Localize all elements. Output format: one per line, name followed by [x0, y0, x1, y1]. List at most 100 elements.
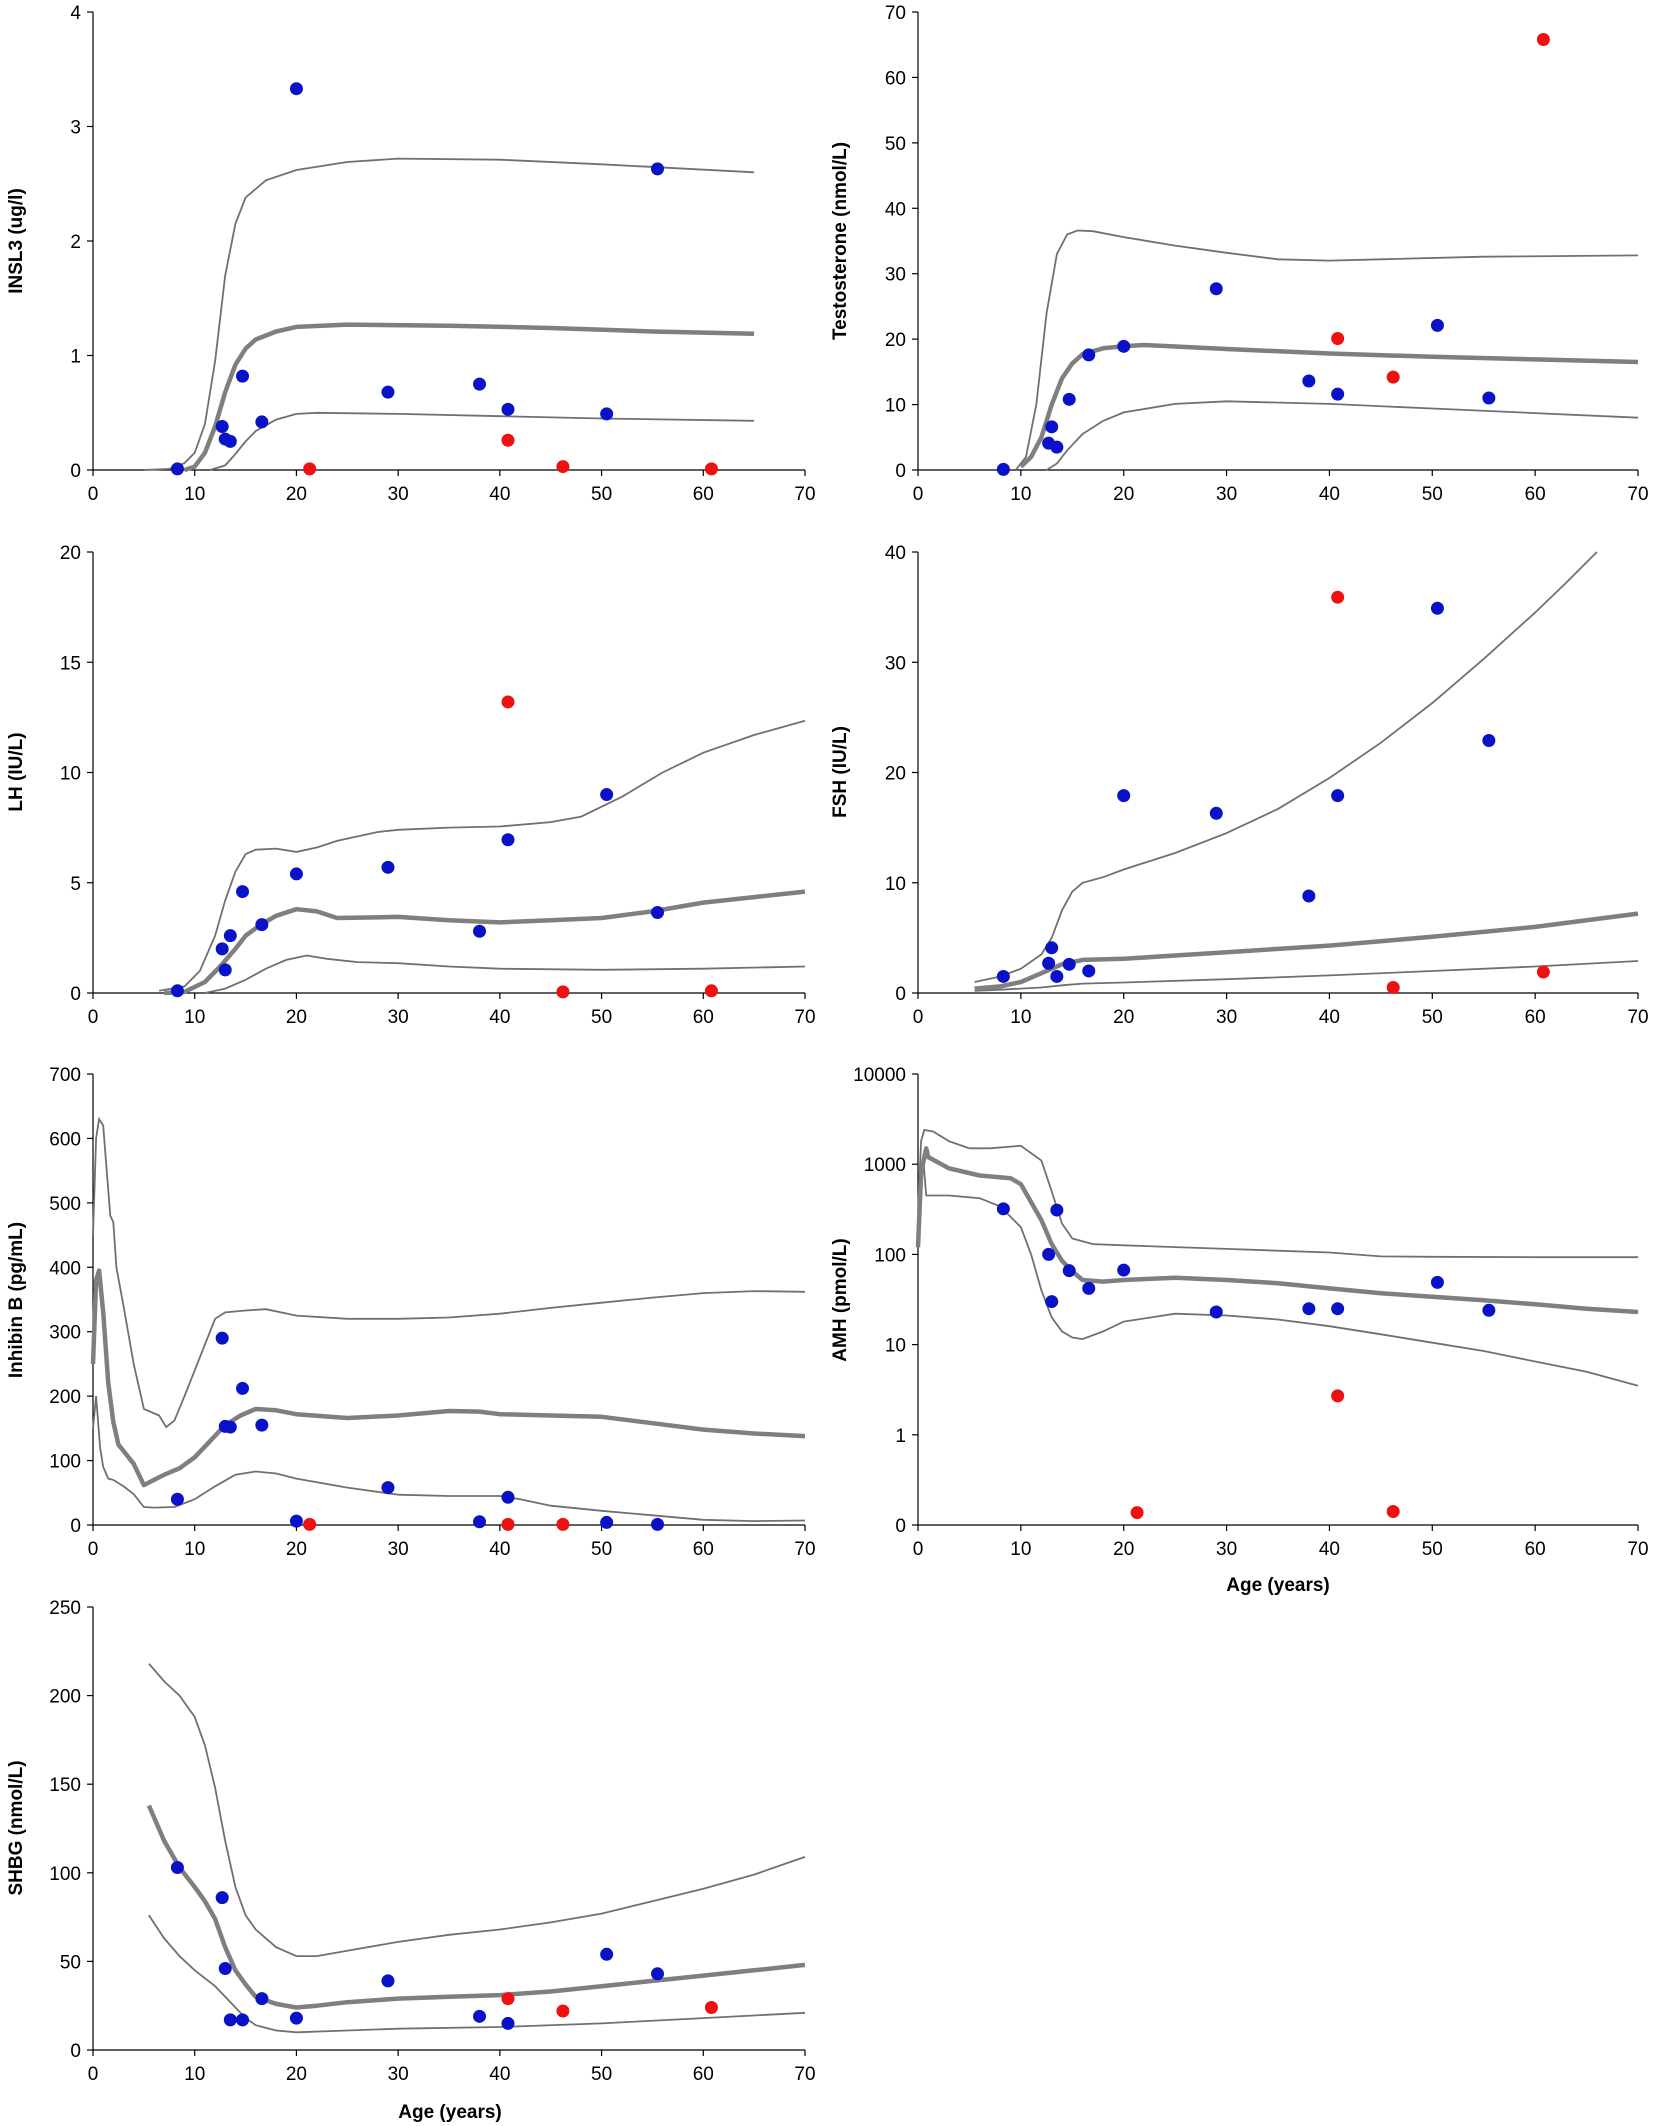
testosterone-y-tick-label: 20 — [885, 330, 906, 351]
lh-blue-point — [223, 929, 237, 943]
shbg-y-tick-label: 150 — [49, 1775, 81, 1796]
lh-blue-point — [255, 918, 269, 932]
shbg-x-tick-label: 70 — [794, 2064, 815, 2085]
fsh-x-tick-label: 10 — [1010, 1007, 1031, 1028]
fsh-y-axis-label: FSH (IU/L) — [830, 726, 851, 818]
shbg-x-tick-label: 60 — [693, 2064, 714, 2085]
fsh-y-tick-label: 0 — [895, 984, 906, 1005]
fsh-blue-point — [1209, 806, 1223, 820]
fsh-x-tick-label: 50 — [1422, 1007, 1443, 1028]
lh-blue-point — [218, 963, 232, 977]
lh-blue-point — [381, 860, 395, 874]
fsh-upper-reference-curve — [974, 551, 1598, 983]
shbg-blue-point — [501, 2016, 515, 2030]
insl3-y-tick-label: 4 — [70, 3, 81, 24]
testosterone-upper-reference-curve — [1014, 229, 1639, 471]
lh-blue-point — [215, 942, 229, 956]
testosterone-blue-point — [1331, 387, 1345, 401]
insl3-blue-point — [223, 434, 237, 448]
insl3-y-axis-label: INSL3 (ug/l) — [6, 188, 27, 294]
lh-x-tick-label: 60 — [693, 1007, 714, 1028]
insl3-x-tick-label: 60 — [693, 484, 714, 505]
amh-blue-point — [1482, 1303, 1496, 1317]
inhibinb-blue-point — [170, 1492, 184, 1506]
amh-y-axis-label: AMH (pmol/L) — [830, 1238, 851, 1361]
testosterone-x-tick-label: 30 — [1216, 484, 1237, 505]
inhibinb-blue-point — [473, 1515, 487, 1529]
inhibinb-y-tick-label: 700 — [49, 1065, 81, 1086]
testosterone-red-point — [1536, 32, 1550, 46]
inhibinb-y-tick-label: 200 — [49, 1387, 81, 1408]
inhibinb-blue-point — [501, 1490, 515, 1504]
inhibinb-blue-point — [381, 1481, 395, 1495]
chart-fsh: FSH (IU/L) 0 10 20 30 40 0 10 20 30 40 50 60 70 — [830, 543, 1649, 1028]
shbg-blue-point — [473, 2009, 487, 2023]
inhibinb-x-tick-label: 70 — [794, 1539, 815, 1560]
testosterone-x-tick-label: 20 — [1113, 484, 1134, 505]
insl3-blue-point — [381, 385, 395, 399]
amh-x-tick-label: 30 — [1216, 1539, 1237, 1560]
amh-lower-reference-curve — [917, 1157, 1639, 1387]
inhibinb-blue-point — [215, 1331, 229, 1345]
amh-y-tick-label: 10000 — [853, 1065, 906, 1086]
fsh-median-curve — [974, 911, 1639, 991]
fsh-red-point — [1331, 590, 1345, 604]
amh-blue-point — [1042, 1247, 1056, 1261]
testosterone-blue-point — [1117, 339, 1131, 353]
fsh-y-tick-label: 10 — [885, 874, 906, 895]
inhibinb-x-tick-label: 20 — [286, 1539, 307, 1560]
insl3-y-tick-label: 1 — [70, 347, 81, 368]
amh-blue-point — [1045, 1295, 1059, 1309]
amh-blue-point — [1050, 1203, 1064, 1217]
fsh-blue-point — [1050, 969, 1064, 983]
lh-red-point — [556, 985, 570, 999]
insl3-x-tick-label: 10 — [184, 484, 205, 505]
amh-blue-point — [1331, 1302, 1345, 1316]
shbg-y-axis-label: SHBG (nmol/L) — [6, 1760, 27, 1895]
shbg-blue-point — [218, 1961, 232, 1975]
amh-x-tick-label: 50 — [1422, 1539, 1443, 1560]
amh-x-tick-label: 0 — [913, 1539, 924, 1560]
shbg-red-point — [556, 2004, 570, 2018]
insl3-y-tick-label: 2 — [70, 232, 81, 253]
fsh-blue-point — [1062, 957, 1076, 971]
inhibinb-y-tick-label: 600 — [49, 1129, 81, 1150]
inhibin-b-y-axis-label: Inhibin B (pg/mL) — [6, 1222, 27, 1378]
testosterone-y-tick-label: 10 — [885, 396, 906, 417]
shbg-blue-point — [223, 2013, 237, 2027]
fsh-x-tick-label: 40 — [1319, 1007, 1340, 1028]
inhibinb-y-tick-label: 400 — [49, 1258, 81, 1279]
lh-blue-point — [170, 984, 184, 998]
inhibinb-x-tick-label: 60 — [693, 1539, 714, 1560]
fsh-blue-point — [1042, 956, 1056, 970]
testosterone-blue-point — [1045, 420, 1059, 434]
lh-x-tick-label: 50 — [591, 1007, 612, 1028]
insl3-y-tick-label: 0 — [70, 461, 81, 482]
lh-y-tick-label: 15 — [60, 653, 81, 674]
fsh-lower-reference-curve — [974, 960, 1639, 992]
insl3-blue-point — [215, 419, 229, 433]
insl3-blue-point — [236, 369, 250, 383]
amh-y-tick-label: 1000 — [864, 1155, 906, 1176]
amh-blue-point — [1209, 1305, 1223, 1319]
testosterone-x-tick-label: 50 — [1422, 484, 1443, 505]
shbg-y-tick-label: 50 — [60, 1952, 81, 1973]
lh-blue-point — [600, 788, 614, 802]
fsh-x-tick-label: 0 — [913, 1007, 924, 1028]
lh-blue-point — [651, 906, 665, 920]
shbg-x-tick-label: 0 — [88, 2064, 99, 2085]
inhibinb-red-point — [501, 1517, 515, 1531]
inhibinb-blue-point — [289, 1514, 303, 1528]
insl3-red-point — [704, 462, 718, 476]
testosterone-blue-point — [996, 462, 1010, 476]
amh-blue-point — [1430, 1275, 1444, 1289]
insl3-blue-point — [600, 407, 614, 421]
shbg-blue-point — [255, 1992, 269, 2006]
lh-y-axis-label: LH (IU/L) — [6, 732, 27, 811]
amh-x-tick-label: 20 — [1113, 1539, 1134, 1560]
shbg-lower-reference-curve — [148, 1914, 806, 2034]
insl3-blue-point — [170, 462, 184, 476]
amh-blue-point — [996, 1202, 1010, 1216]
fsh-blue-point — [1331, 789, 1345, 803]
